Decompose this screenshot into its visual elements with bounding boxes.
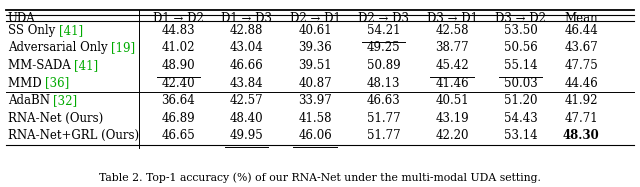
Text: [41]: [41] <box>59 24 83 37</box>
Text: 54.43: 54.43 <box>504 112 538 125</box>
Text: 48.40: 48.40 <box>230 112 264 125</box>
Text: 49.95: 49.95 <box>230 129 264 142</box>
Text: 51.20: 51.20 <box>504 94 538 107</box>
Text: [41]: [41] <box>74 59 99 72</box>
Text: 44.83: 44.83 <box>161 24 195 37</box>
Text: 41.02: 41.02 <box>161 41 195 54</box>
Text: 44.46: 44.46 <box>564 76 598 90</box>
Text: 43.04: 43.04 <box>230 41 264 54</box>
Text: 42.57: 42.57 <box>230 94 264 107</box>
Text: 48.13: 48.13 <box>367 76 401 90</box>
Text: 50.89: 50.89 <box>367 59 401 72</box>
Text: MM-SADA: MM-SADA <box>8 59 74 72</box>
Text: 49.25: 49.25 <box>367 41 401 54</box>
Text: 53.14: 53.14 <box>504 129 538 142</box>
Text: 50.56: 50.56 <box>504 41 538 54</box>
Text: 40.51: 40.51 <box>435 94 469 107</box>
Text: D3 → D1: D3 → D1 <box>427 12 477 25</box>
Text: MMD: MMD <box>8 76 45 90</box>
Text: 41.92: 41.92 <box>564 94 598 107</box>
Text: 43.19: 43.19 <box>435 112 469 125</box>
Text: 42.58: 42.58 <box>435 24 469 37</box>
Text: 46.44: 46.44 <box>564 24 598 37</box>
Text: D3 → D2: D3 → D2 <box>495 12 546 25</box>
Text: SS Only: SS Only <box>8 24 59 37</box>
Text: 46.89: 46.89 <box>161 112 195 125</box>
Text: 42.40: 42.40 <box>161 76 195 90</box>
Text: 41.58: 41.58 <box>298 112 332 125</box>
Text: AdaBN: AdaBN <box>8 94 53 107</box>
Text: 40.87: 40.87 <box>298 76 332 90</box>
Text: 33.97: 33.97 <box>298 94 332 107</box>
Text: 46.63: 46.63 <box>367 94 401 107</box>
Text: D2 → D1: D2 → D1 <box>290 12 340 25</box>
Text: 45.42: 45.42 <box>435 59 469 72</box>
Text: UDA: UDA <box>8 12 35 25</box>
Text: [19]: [19] <box>111 41 135 54</box>
Text: 51.77: 51.77 <box>367 112 401 125</box>
Text: Mean: Mean <box>564 12 598 25</box>
Text: 54.21: 54.21 <box>367 24 401 37</box>
Text: 38.77: 38.77 <box>435 41 469 54</box>
Text: 42.20: 42.20 <box>435 129 469 142</box>
Text: 43.67: 43.67 <box>564 41 598 54</box>
Text: Table 2. Top-1 accuracy (%) of our RNA-Net under the multi-modal UDA setting.: Table 2. Top-1 accuracy (%) of our RNA-N… <box>99 173 541 183</box>
Text: [36]: [36] <box>45 76 69 90</box>
Text: 41.46: 41.46 <box>435 76 469 90</box>
Text: D1 → D2: D1 → D2 <box>153 12 204 25</box>
Text: 42.88: 42.88 <box>230 24 264 37</box>
Text: 46.65: 46.65 <box>161 129 195 142</box>
Text: 43.84: 43.84 <box>230 76 264 90</box>
Text: 47.71: 47.71 <box>564 112 598 125</box>
Text: 39.51: 39.51 <box>298 59 332 72</box>
Text: [32]: [32] <box>53 94 77 107</box>
Text: 50.03: 50.03 <box>504 76 538 90</box>
Text: RNA-Net+GRL (Ours): RNA-Net+GRL (Ours) <box>8 129 139 142</box>
Text: RNA-Net (Ours): RNA-Net (Ours) <box>8 112 103 125</box>
Text: 36.64: 36.64 <box>161 94 195 107</box>
Text: D2 → D3: D2 → D3 <box>358 12 409 25</box>
Text: 51.77: 51.77 <box>367 129 401 142</box>
Text: 46.66: 46.66 <box>230 59 264 72</box>
Text: Adversarial Only: Adversarial Only <box>8 41 111 54</box>
Text: D1 → D3: D1 → D3 <box>221 12 272 25</box>
Text: 39.36: 39.36 <box>298 41 332 54</box>
Text: 46.06: 46.06 <box>298 129 332 142</box>
Text: 47.75: 47.75 <box>564 59 598 72</box>
Text: 40.61: 40.61 <box>298 24 332 37</box>
Text: 53.50: 53.50 <box>504 24 538 37</box>
Text: 48.30: 48.30 <box>563 129 600 142</box>
Text: 55.14: 55.14 <box>504 59 538 72</box>
Text: 48.90: 48.90 <box>161 59 195 72</box>
